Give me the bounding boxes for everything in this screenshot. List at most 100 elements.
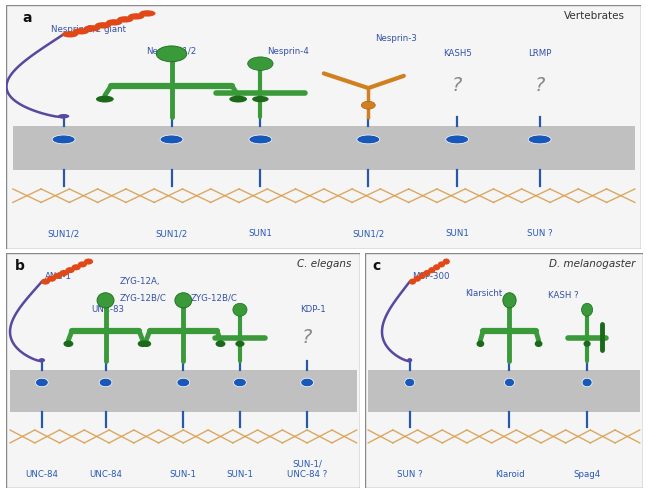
Ellipse shape [248,57,273,70]
Circle shape [52,135,75,144]
Circle shape [78,261,87,267]
Circle shape [357,135,380,144]
Circle shape [141,340,151,347]
Bar [13,148,635,170]
Circle shape [413,276,421,282]
Circle shape [252,96,269,102]
Text: SUN-1: SUN-1 [170,470,197,479]
Text: ZYG-12B/C: ZYG-12B/C [119,293,167,302]
Bar [368,391,640,412]
Circle shape [583,341,591,347]
Text: C. elegans: C. elegans [297,259,351,269]
Circle shape [96,96,114,103]
Bar [368,370,640,391]
Text: KASH ?: KASH ? [548,291,579,300]
Ellipse shape [233,303,247,316]
Circle shape [106,19,123,26]
Bar [10,391,357,412]
Text: D. melanogaster: D. melanogaster [549,259,635,269]
Circle shape [234,378,247,387]
Circle shape [582,378,592,387]
Text: LRMP: LRMP [528,49,552,58]
Circle shape [476,340,484,347]
Text: UNC-84: UNC-84 [89,470,122,479]
Circle shape [128,13,145,20]
Circle shape [59,270,68,276]
Circle shape [84,25,101,32]
Ellipse shape [361,101,375,109]
FancyBboxPatch shape [6,5,641,249]
Text: KDP-1: KDP-1 [300,305,326,314]
Circle shape [66,267,75,273]
Circle shape [39,358,45,362]
Circle shape [41,279,50,285]
Text: UNC-84: UNC-84 [25,470,58,479]
Circle shape [71,264,80,270]
Text: SUN1: SUN1 [445,230,469,239]
Text: a: a [22,11,32,25]
Circle shape [138,340,147,347]
Text: SUN1: SUN1 [249,230,273,239]
Text: Nesprin-1/2 giant: Nesprin-1/2 giant [51,25,126,34]
Text: SUN1/2: SUN1/2 [352,230,384,239]
Circle shape [160,135,183,144]
Circle shape [117,16,134,23]
Text: ?: ? [302,329,312,347]
Text: SUN1/2: SUN1/2 [155,230,188,239]
Text: KASH5: KASH5 [443,49,472,58]
Circle shape [139,10,156,17]
Circle shape [236,341,245,347]
Ellipse shape [97,293,114,308]
Text: Nesprin-1/2: Nesprin-1/2 [146,46,197,55]
Text: c: c [373,259,380,273]
Circle shape [215,340,225,347]
Ellipse shape [156,46,187,62]
Text: Klaroid: Klaroid [495,470,524,479]
Circle shape [438,261,445,267]
Text: SUN ?: SUN ? [527,230,552,239]
Text: UNC-83: UNC-83 [92,305,125,314]
Text: SUN-1/
UNC-84 ?: SUN-1/ UNC-84 ? [287,459,327,479]
Circle shape [99,378,112,387]
Text: b: b [16,259,25,273]
Circle shape [423,270,430,276]
Bar [13,126,635,148]
Text: SUN ?: SUN ? [397,470,422,479]
Text: Vertebrates: Vertebrates [565,11,626,21]
Circle shape [62,31,79,38]
Circle shape [407,358,412,362]
Text: ?: ? [452,76,462,95]
Circle shape [300,378,313,387]
Text: SUN-1: SUN-1 [227,470,254,479]
Circle shape [446,135,469,144]
Circle shape [405,378,415,387]
Circle shape [229,96,247,103]
Ellipse shape [175,293,192,308]
Text: Spag4: Spag4 [574,470,601,479]
Circle shape [419,273,426,279]
Ellipse shape [503,293,516,308]
Text: ZYG-12B/C: ZYG-12B/C [190,293,238,302]
Text: Nesprin-3: Nesprin-3 [374,34,417,43]
Circle shape [535,340,543,347]
Circle shape [428,267,435,273]
Text: ZYG-12A,: ZYG-12A, [119,277,160,286]
Bar [10,370,357,391]
Text: ?: ? [535,76,545,95]
Circle shape [409,279,416,285]
FancyBboxPatch shape [365,253,643,488]
Circle shape [443,258,450,265]
Circle shape [433,264,440,270]
Circle shape [58,114,69,119]
Circle shape [36,378,48,387]
Circle shape [504,378,515,387]
Circle shape [53,273,62,279]
Text: MSP-300: MSP-300 [413,272,450,281]
Circle shape [73,28,90,35]
Text: ANC-1: ANC-1 [45,272,73,281]
Circle shape [249,135,272,144]
Text: Klarsicht: Klarsicht [465,288,502,297]
Circle shape [95,22,112,29]
Text: SUN1/2: SUN1/2 [47,230,80,239]
Circle shape [528,135,551,144]
